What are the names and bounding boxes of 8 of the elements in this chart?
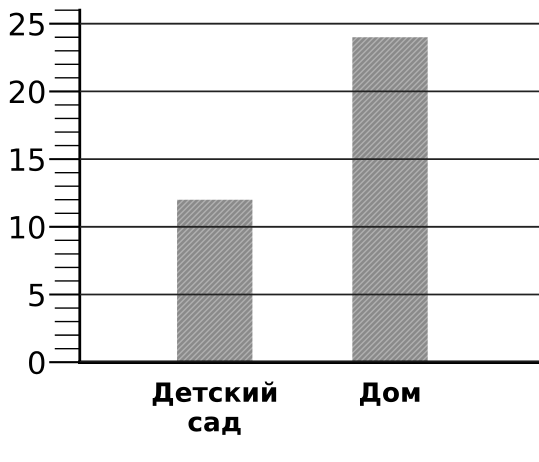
y-tick-label: 5 bbox=[29, 284, 44, 307]
y-tick-label: 0 bbox=[29, 351, 44, 374]
y-tick-label: 25 bbox=[10, 12, 44, 36]
y-tick-label: 10 bbox=[10, 216, 44, 239]
y-tick-label: 20 bbox=[10, 80, 44, 104]
y-tick-label: 15 bbox=[10, 148, 44, 172]
x-tick-label: Дом bbox=[360, 382, 420, 406]
x-tick-label: Детский сад bbox=[152, 382, 276, 435]
